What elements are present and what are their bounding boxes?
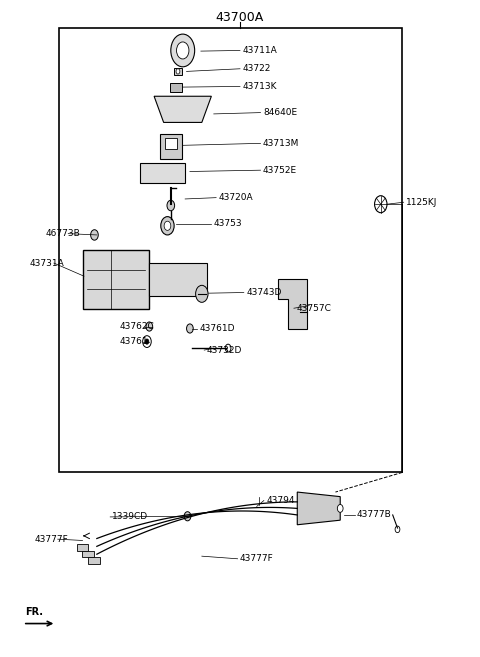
Circle shape	[337, 505, 343, 512]
Circle shape	[161, 217, 174, 235]
Text: 46773B: 46773B	[45, 229, 80, 238]
Circle shape	[177, 42, 189, 59]
Text: 43777B: 43777B	[357, 510, 392, 520]
Text: 1125KJ: 1125KJ	[406, 198, 437, 207]
Bar	[174, 68, 182, 75]
Circle shape	[167, 200, 175, 211]
Circle shape	[145, 339, 149, 344]
Text: 43753: 43753	[214, 219, 242, 229]
Text: 1339CD: 1339CD	[112, 512, 148, 522]
Circle shape	[395, 526, 400, 533]
Bar	[160, 134, 181, 159]
Text: 43757C: 43757C	[296, 304, 331, 313]
Circle shape	[171, 34, 195, 67]
Circle shape	[143, 336, 151, 348]
Text: 43713K: 43713K	[242, 82, 277, 91]
Text: 43700A: 43700A	[216, 11, 264, 24]
Text: 43732D: 43732D	[206, 346, 242, 355]
Text: 43761D: 43761D	[199, 324, 235, 333]
Text: 43777F: 43777F	[35, 535, 69, 543]
Text: 43752E: 43752E	[263, 166, 297, 175]
Bar	[88, 558, 100, 564]
Text: 43713M: 43713M	[263, 139, 300, 148]
FancyBboxPatch shape	[59, 28, 402, 472]
Circle shape	[196, 285, 208, 302]
Bar	[83, 250, 149, 309]
Circle shape	[225, 344, 231, 352]
Polygon shape	[297, 492, 340, 525]
Text: 43722: 43722	[242, 64, 271, 74]
Text: 43711A: 43711A	[242, 46, 277, 55]
Text: 84640E: 84640E	[263, 108, 297, 117]
Polygon shape	[154, 97, 211, 122]
Bar	[165, 138, 177, 148]
Text: 43743D: 43743D	[246, 288, 282, 297]
Bar	[82, 551, 94, 558]
Text: 43720A: 43720A	[218, 193, 253, 202]
Text: FR.: FR.	[25, 607, 43, 617]
Circle shape	[176, 69, 180, 74]
Circle shape	[187, 324, 193, 333]
Text: 43731A: 43731A	[30, 259, 65, 267]
Text: 43777F: 43777F	[240, 555, 274, 563]
Circle shape	[91, 230, 98, 240]
Text: 43762C: 43762C	[120, 322, 155, 331]
Polygon shape	[140, 163, 185, 183]
Bar	[76, 545, 88, 551]
Text: 43794: 43794	[266, 496, 295, 505]
Text: 43761: 43761	[120, 337, 148, 346]
Circle shape	[374, 196, 387, 213]
Bar	[169, 83, 181, 93]
Polygon shape	[278, 279, 307, 328]
Circle shape	[184, 512, 191, 521]
Circle shape	[146, 322, 153, 331]
Polygon shape	[149, 263, 206, 296]
Circle shape	[164, 221, 171, 231]
